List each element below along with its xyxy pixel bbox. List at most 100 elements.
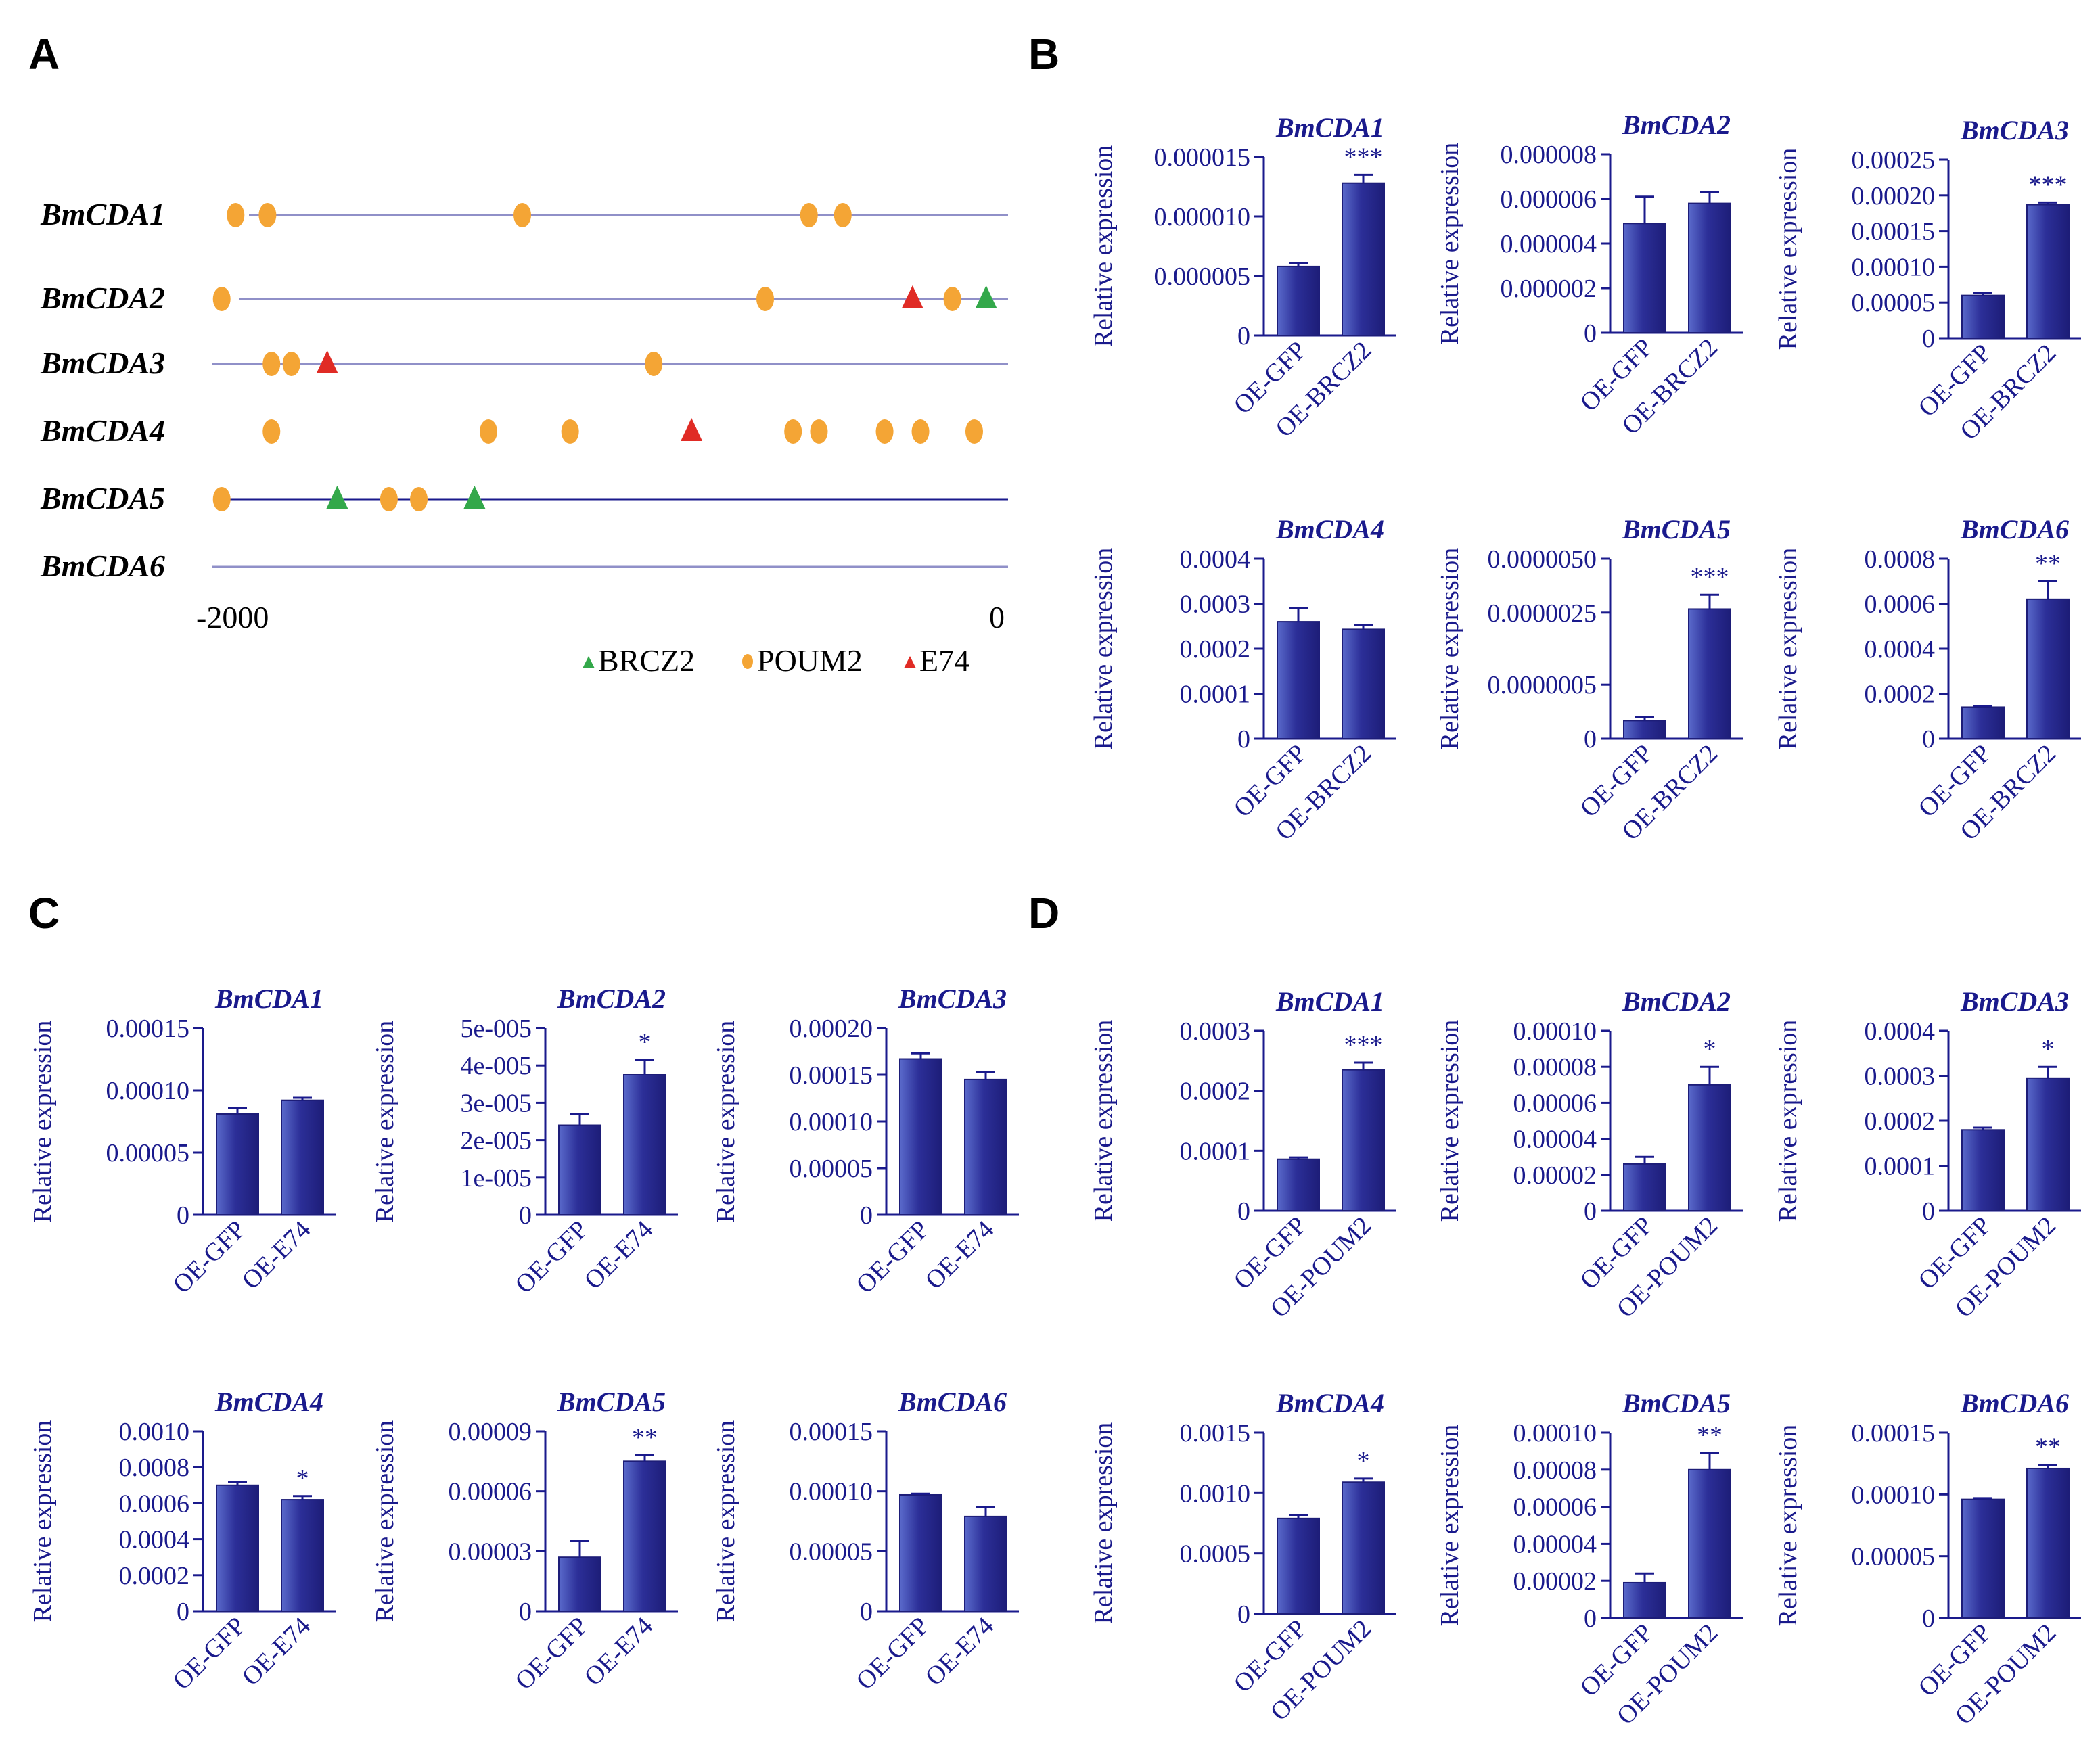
promoter-gene-label: BmCDA3	[40, 346, 165, 380]
category-label: OE-E74	[579, 1215, 659, 1295]
site-poum2	[800, 203, 818, 227]
y-tick-label: 0	[1584, 725, 1597, 754]
y-tick-label: 0.00006	[1513, 1089, 1597, 1117]
y-tick-label: 0	[1922, 1604, 1935, 1633]
y-tick-label: 0	[519, 1201, 532, 1230]
site-brcz2	[975, 285, 997, 308]
y-tick-label: 0.00004	[1513, 1530, 1597, 1558]
y-axis-label: Relative expression	[1436, 1020, 1464, 1222]
significance-label: **	[1697, 1421, 1722, 1450]
site-poum2	[834, 203, 852, 227]
promoter-gene-label: BmCDA6	[40, 549, 165, 583]
bar	[281, 1499, 324, 1613]
bar	[1961, 294, 2005, 340]
y-tick-label: 0.00015	[790, 1418, 873, 1446]
significance-label: **	[2035, 549, 2061, 578]
y-tick-label: 0.00025	[1852, 146, 1936, 175]
y-tick-label: 0	[1922, 325, 1935, 353]
site-brcz2	[463, 486, 486, 509]
bar	[558, 1556, 601, 1612]
y-tick-label: 0.00005	[1852, 289, 1936, 317]
y-tick-label: 0.00003	[449, 1537, 532, 1566]
bar	[1961, 706, 2005, 739]
y-axis-label: Relative expression	[1774, 1020, 1802, 1222]
y-axis-label: Relative expression	[371, 1420, 399, 1623]
category-label: OE-E74	[920, 1612, 1000, 1692]
y-tick-label: 0.00005	[1852, 1543, 1936, 1571]
significance-label: *	[639, 1028, 652, 1057]
y-tick-label: 0.00010	[790, 1478, 873, 1506]
y-axis-label: Relative expression	[28, 1420, 57, 1623]
y-tick-label: 0	[1237, 322, 1250, 350]
y-tick-label: 0	[177, 1201, 189, 1230]
y-tick-label: 0.000006	[1501, 185, 1597, 214]
y-tick-label: 0.0002	[1180, 635, 1251, 664]
y-tick-label: 0	[1584, 319, 1597, 348]
significance-label: **	[632, 1423, 658, 1452]
bar	[899, 1493, 942, 1612]
axis-tick-label: -2000	[196, 600, 269, 634]
site-poum2	[262, 419, 281, 444]
y-tick-label: 0.00015	[106, 1015, 190, 1043]
bar	[216, 1113, 259, 1215]
legend-label: POUM2	[757, 643, 863, 678]
significance-label: *	[2042, 1035, 2055, 1063]
y-tick-label: 0.0006	[1865, 590, 1936, 619]
y-tick-label: 0.00008	[1513, 1456, 1597, 1485]
chart-title: BmCDA5	[1622, 514, 1731, 545]
bar	[1277, 1158, 1320, 1212]
y-tick-label: 0.00008	[1513, 1053, 1597, 1082]
y-axis-label: Relative expression	[1774, 1425, 1802, 1627]
bar	[1623, 1581, 1666, 1619]
y-tick-label: 0.00020	[1852, 182, 1936, 210]
bar	[1277, 265, 1320, 337]
site-brcz2	[326, 486, 348, 509]
y-axis-label: Relative expression	[1436, 1425, 1464, 1627]
category-label: OE-E74	[579, 1612, 659, 1692]
y-tick-label: 0.00002	[1513, 1567, 1597, 1596]
site-poum2	[561, 419, 579, 444]
legend-marker	[904, 656, 916, 668]
bar	[1623, 720, 1666, 740]
y-tick-label: 0.00009	[449, 1418, 532, 1446]
y-tick-label: 0.0000005	[1488, 671, 1597, 699]
y-tick-label: 0	[1237, 1600, 1250, 1629]
legend-marker	[742, 654, 753, 669]
y-tick-label: 0	[177, 1598, 189, 1626]
chart-title: BmCDA4	[1275, 514, 1384, 545]
site-e74	[901, 285, 923, 308]
bar	[1961, 1129, 2005, 1212]
site-poum2	[212, 487, 231, 511]
bar	[1277, 1517, 1320, 1615]
site-poum2	[212, 287, 231, 311]
bar	[623, 1460, 666, 1612]
site-e74	[681, 418, 703, 441]
bar	[1342, 1069, 1385, 1211]
bar	[1342, 628, 1385, 740]
significance-label: ***	[1344, 1031, 1383, 1059]
significance-label: *	[1357, 1447, 1370, 1475]
y-axis-label: Relative expression	[712, 1420, 740, 1623]
y-axis-label: Relative expression	[712, 1021, 740, 1223]
y-axis-label: Relative expression	[1436, 143, 1464, 345]
y-tick-label: 5e-005	[460, 1015, 532, 1043]
promoter-gene-label: BmCDA5	[40, 481, 165, 515]
y-tick-label: 0.00015	[1852, 218, 1936, 246]
chart-title: BmCDA4	[214, 1387, 323, 1417]
bar	[1623, 1163, 1666, 1211]
site-poum2	[911, 419, 930, 444]
y-tick-label: 0.00005	[790, 1155, 873, 1183]
chart-title: BmCDA1	[1275, 112, 1384, 143]
y-axis-label: Relative expression	[1089, 1422, 1118, 1625]
site-poum2	[258, 203, 277, 227]
y-tick-label: 0.00005	[106, 1139, 190, 1167]
panel-letter-a: A	[28, 30, 60, 78]
y-tick-label: 0.00006	[1513, 1493, 1597, 1522]
bar	[1342, 1481, 1385, 1615]
bar	[1961, 1498, 2005, 1619]
site-poum2	[810, 419, 828, 444]
y-axis-label: Relative expression	[1089, 548, 1118, 750]
y-tick-label: 0.0010	[1180, 1479, 1251, 1508]
y-tick-label: 0.0004	[1865, 635, 1936, 664]
bar	[1623, 223, 1666, 333]
